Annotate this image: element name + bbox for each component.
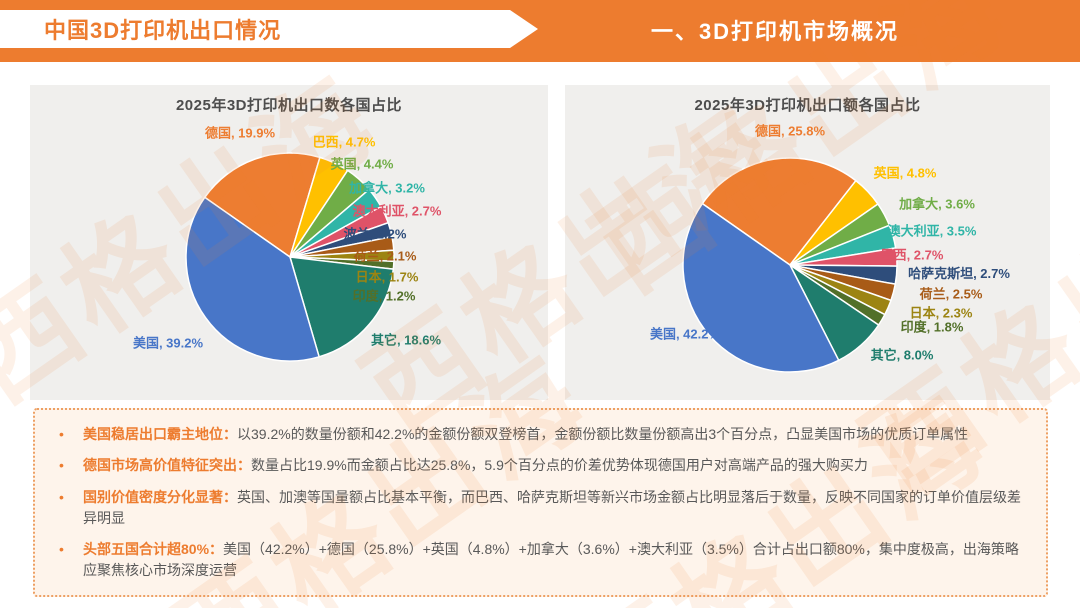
pie-label-4: 巴西, 2.7% [880,247,944,263]
pie-label-2: 英国, 4.4% [330,156,394,172]
pie-label-7: 日本, 2.3% [909,305,973,321]
pie-label-6: 荷兰, 2.5% [919,286,983,302]
pie-slice-9 [289,256,395,358]
pie-label-9: 其它, 8.0% [870,347,934,363]
pie-label-10: 美国, 42.2% [649,326,721,342]
bullet-icon: • [59,540,64,557]
pie-label-8: 印度, 1.8% [900,319,964,335]
insights-panel: • 美国稳居出口霸主地位：以39.2%的数量份额和42.2%的金额份额双登榜首，… [33,408,1048,597]
page-header: 中国3D打印机出口情况 一、3D打印机市场概况 [0,0,1080,62]
bullet-icon: • [59,426,64,443]
insight-body: 数量占比19.9%而金额占比达25.8%，5.9个百分点的价差优势体现德国用户对… [251,457,868,474]
insight-text: 头部五国合计超80%：美国（42.2%）+德国（25.8%）+英国（4.8%）+… [83,539,1030,581]
pie-slice-10 [682,202,840,373]
chart-card-export-quantity: 2025年3D打印机出口数各国占比 德国, 19.9% 巴西, 4.7% 英国, 4… [30,85,548,400]
chart-title-value: 2025年3D打印机出口额各国占比 [694,97,921,114]
pie-slice-0 [701,157,857,266]
pie-slice-0 [204,152,321,258]
chart-card-export-value: 2025年3D打印机出口额各国占比 德国, 25.8% 英国, 4.8% 加拿大, … [565,85,1050,400]
insight-lead: 德国市场高价值特征突出： [83,457,251,474]
pie-label-1: 巴西, 4.7% [312,134,376,150]
section-title: 一、3D打印机市场概况 [650,19,900,44]
insight-item-value-density: • 国别价值密度分化显著：英国、加澳等国量额占比基本平衡，而巴西、哈萨克斯坦等新… [51,487,1030,529]
pie-label-5: 哈萨克斯坦, 2.7% [908,265,1010,281]
insight-item-germany-value: • 德国市场高价值特征突出：数量占比19.9%而金额占比达25.8%，5.9个百… [51,455,1030,476]
pie-chart-quantity [185,152,395,362]
header-arrow-banner: 中国3D打印机出口情况 [0,10,538,48]
insight-lead: 国别价值密度分化显著： [83,488,237,505]
insight-text: 国别价值密度分化显著：英国、加澳等国量额占比基本平衡，而巴西、哈萨克斯坦等新兴市… [83,487,1030,529]
pie-label-2: 加拿大, 3.6% [899,196,975,212]
pie-label-3: 加拿大, 3.2% [349,180,425,196]
insight-item-top5-share: • 头部五国合计超80%：美国（42.2%）+德国（25.8%）+英国（4.8%… [51,539,1030,581]
insight-text: 德国市场高价值特征突出：数量占比19.9%而金额占比达25.8%，5.9个百分点… [83,455,868,476]
pie-slice-10 [185,196,320,362]
pie-label-4: 澳大利亚, 2.7% [352,203,442,219]
pie-label-6: 荷兰, 2.1% [353,248,417,264]
bullet-icon: • [59,488,64,505]
pie-label-3: 澳大利亚, 3.5% [887,223,977,239]
pie-label-1: 英国, 4.8% [873,165,937,181]
insight-lead: 头部五国合计超80%： [83,540,224,557]
page-title: 中国3D打印机出口情况 [44,18,282,43]
insight-lead: 美国稳居出口霸主地位： [83,426,237,443]
pie-label-9: 其它, 18.6% [370,332,442,348]
insight-body: 美国（42.2%）+德国（25.8%）+英国（4.8%）+加拿大（3.6%）+澳… [83,540,1019,578]
pie-label-0: 德国, 25.8% [754,123,826,139]
pie-chart-value [682,157,898,373]
pie-label-10: 美国, 39.2% [132,335,204,351]
insight-body: 英国、加澳等国量额占比基本平衡，而巴西、哈萨克斯坦等新兴市场金额占比明显落后于数… [83,488,1021,526]
pie-label-8: 印度, 1.2% [352,288,416,304]
pie-label-7: 日本, 1.7% [355,269,419,285]
pie-label-0: 德国, 19.9% [204,125,276,141]
insight-body: 以39.2%的数量份额和42.2%的金额份额双登榜首，金额份额比数量份额高出3个… [237,426,969,443]
pie-label-5: 波兰, 2.2% [343,226,407,242]
insight-text: 美国稳居出口霸主地位：以39.2%的数量份额和42.2%的金额份额双登榜首，金额… [83,424,968,445]
chart-title-quantity: 2025年3D打印机出口数各国占比 [175,97,403,114]
bullet-icon: • [59,457,64,474]
insight-item-us-leader: • 美国稳居出口霸主地位：以39.2%的数量份额和42.2%的金额份额双登榜首，… [51,424,1030,445]
